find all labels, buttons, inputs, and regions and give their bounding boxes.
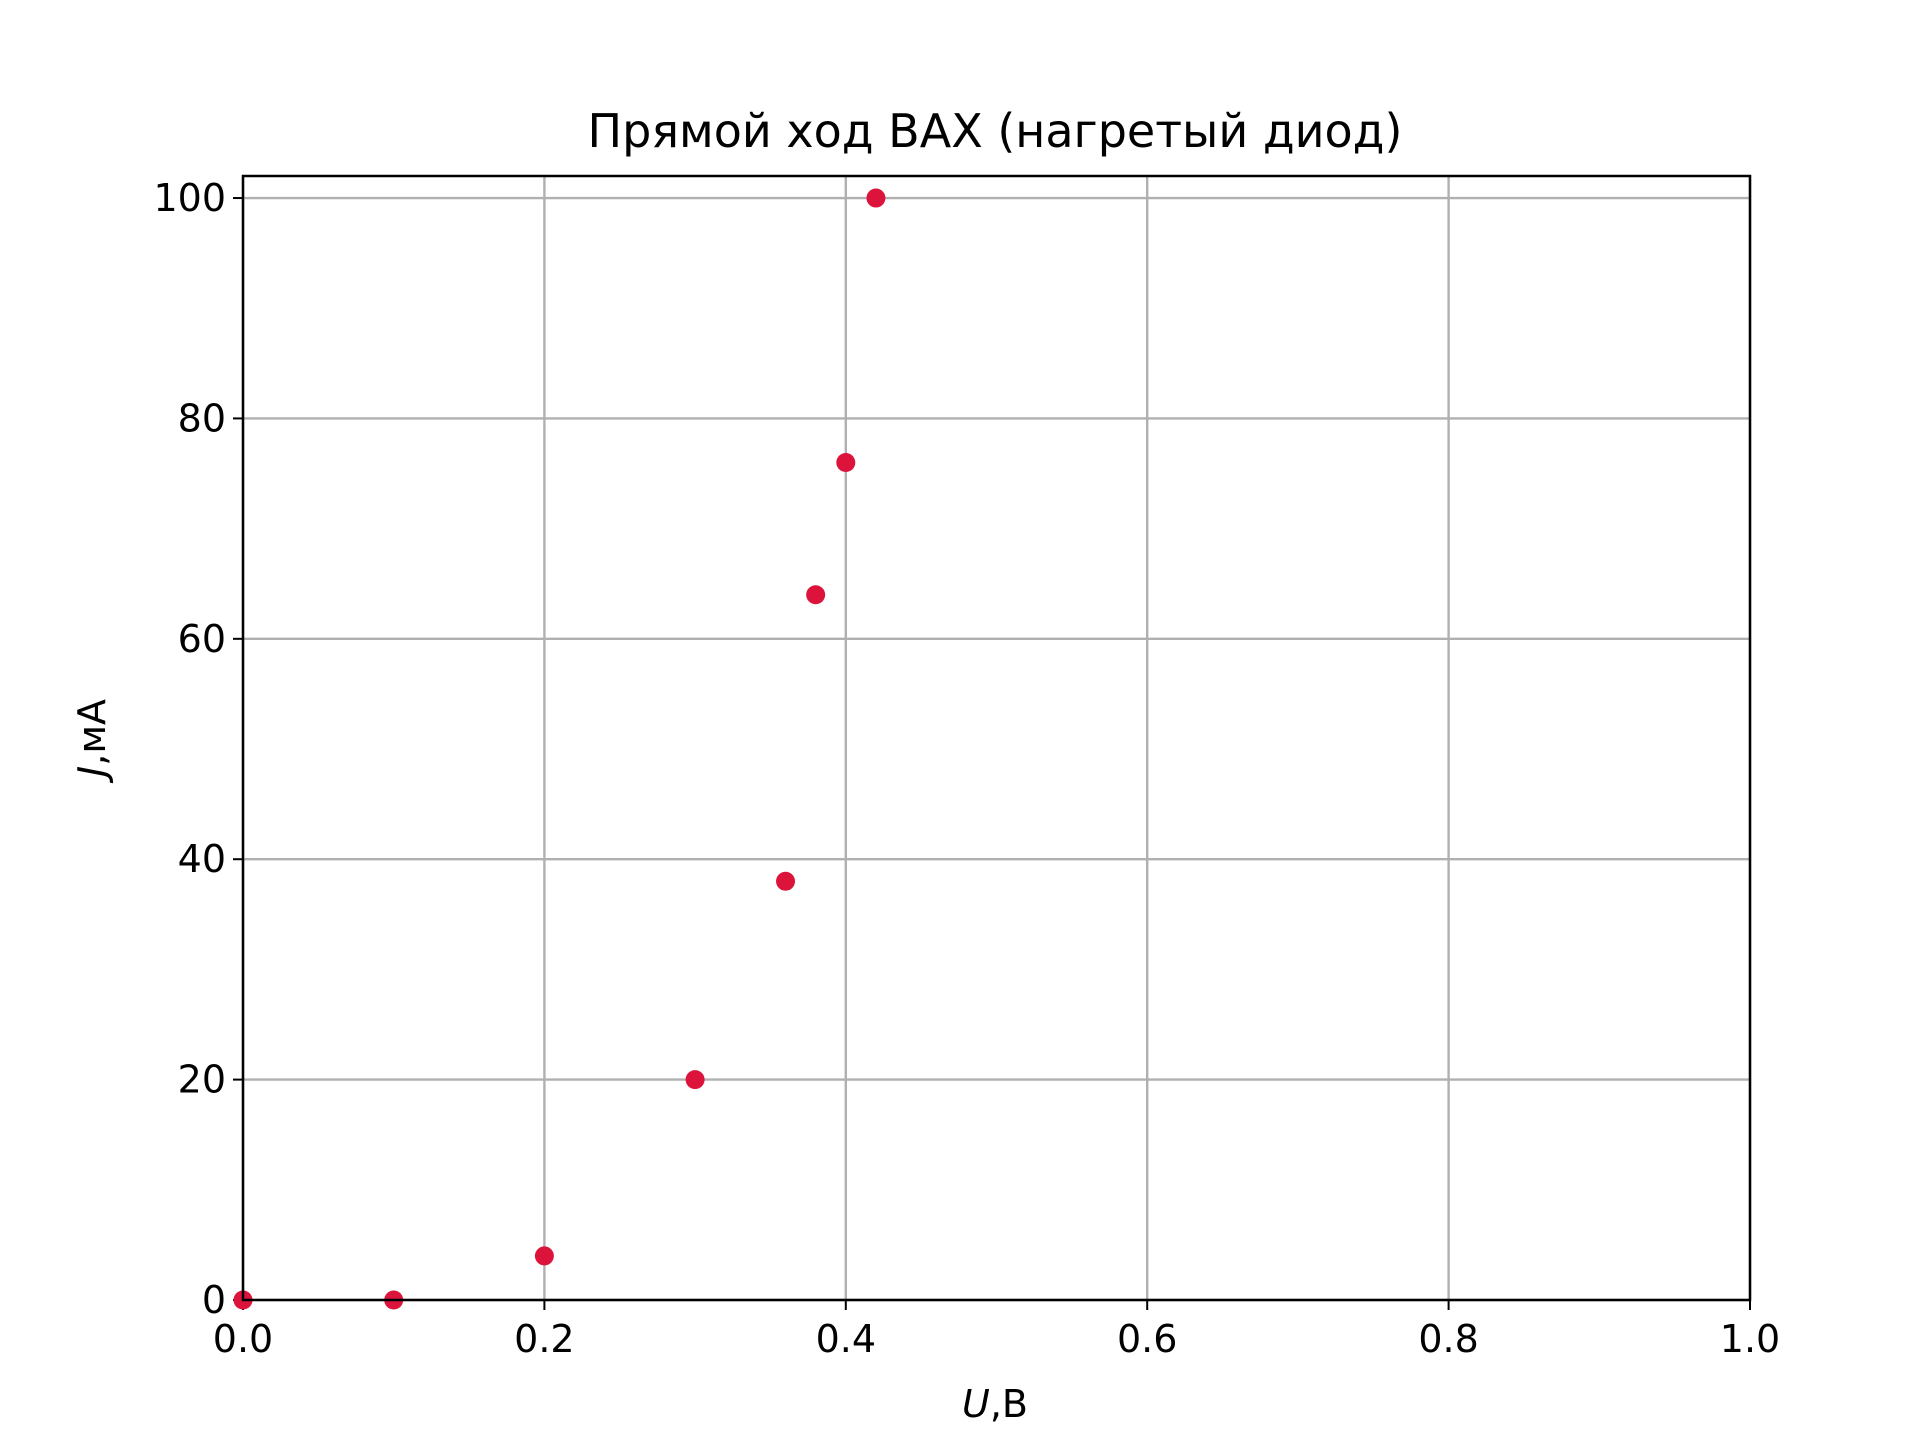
data-point: [534, 1246, 554, 1266]
x-tick-label: 0.8: [1418, 1317, 1478, 1361]
x-tick-label: 0.0: [213, 1317, 273, 1361]
data-point: [866, 188, 886, 208]
y-tick-label: 20: [178, 1058, 226, 1102]
chart-title: Прямой ход ВАХ (нагретый диод): [588, 104, 1403, 158]
x-axis-symbol: U: [962, 1382, 990, 1426]
x-axis-label: U,В: [962, 1382, 1028, 1426]
y-tick-label: 60: [178, 617, 226, 661]
data-point: [685, 1070, 705, 1090]
data-point: [836, 453, 856, 473]
y-tick-label: 80: [178, 396, 226, 440]
axis-ticks: 0.0 0.2 0.4 0.6 0.8 1.0 0 20 40 60 80 100: [153, 176, 1780, 1361]
plot-frame: [241, 174, 1752, 1302]
x-axis-unit: ,В: [990, 1382, 1028, 1426]
y-axis-unit: ,мА: [70, 699, 114, 766]
y-axis-label: J,мА: [70, 699, 114, 784]
x-tick-label: 0.4: [816, 1317, 876, 1361]
y-tick-label: 0: [202, 1278, 226, 1322]
y-tick-label: 40: [178, 837, 226, 881]
data-point: [776, 871, 796, 891]
x-tick-label: 0.6: [1117, 1317, 1177, 1361]
x-tick-label: 1.0: [1720, 1317, 1780, 1361]
data-point: [806, 585, 826, 605]
y-tick-label: 100: [153, 176, 226, 220]
x-tick-label: 0.2: [514, 1317, 574, 1361]
